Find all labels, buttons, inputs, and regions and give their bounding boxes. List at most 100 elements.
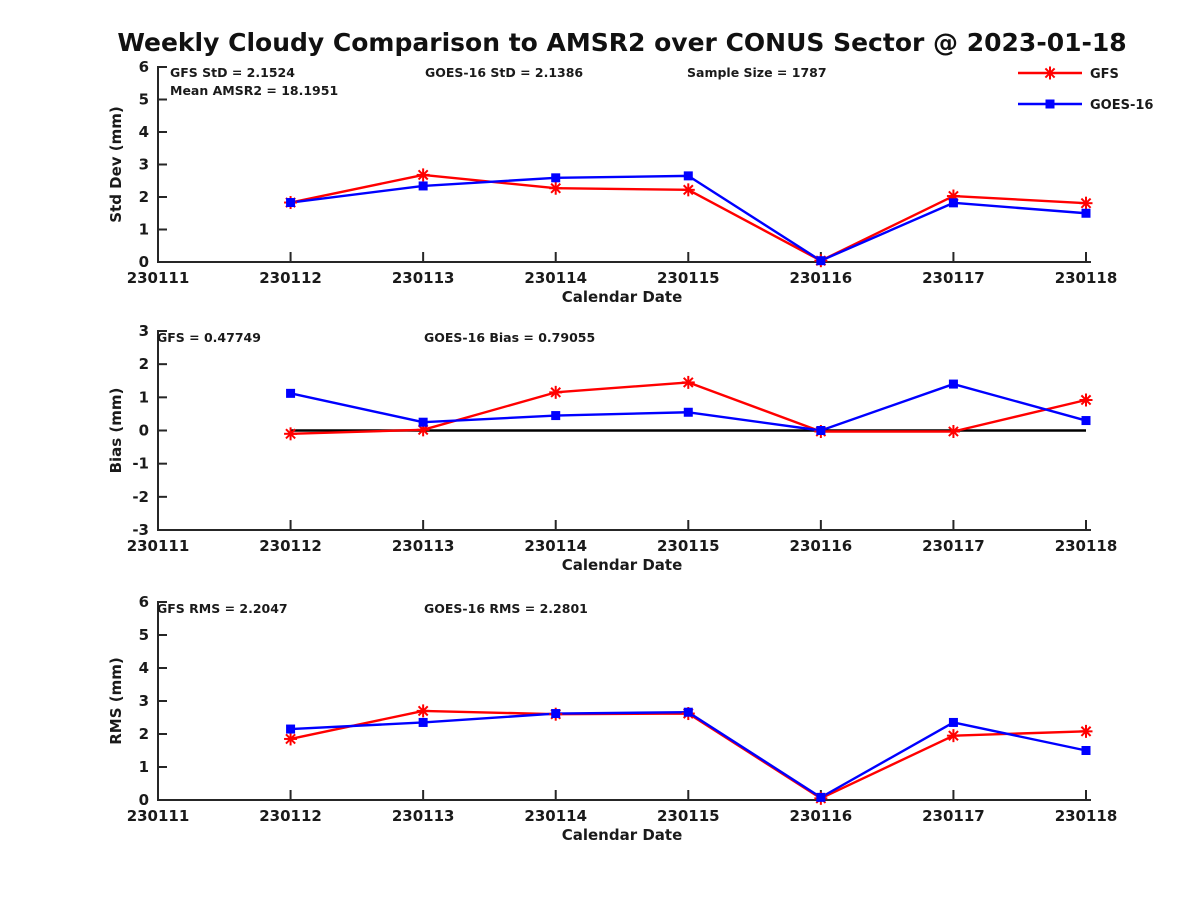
y-tick-label: 5 bbox=[139, 626, 149, 644]
gfs-marker bbox=[1079, 196, 1093, 210]
goes-16-marker bbox=[683, 407, 693, 417]
y-tick-label: 0 bbox=[139, 422, 149, 440]
x-tick-label: 230114 bbox=[524, 537, 587, 555]
gfs-marker bbox=[416, 168, 430, 182]
y-tick-label: 4 bbox=[139, 123, 149, 141]
y-tick-label: 3 bbox=[139, 322, 149, 340]
y-axis-title: RMS (mm) bbox=[107, 657, 125, 744]
x-axis-title: Calendar Date bbox=[562, 556, 683, 574]
x-tick-label: 230112 bbox=[259, 807, 322, 825]
y-axis-title: Bias (mm) bbox=[107, 388, 125, 474]
y-tick-label: 5 bbox=[139, 91, 149, 109]
x-tick-label: 230118 bbox=[1055, 537, 1118, 555]
goes-16-marker bbox=[1081, 416, 1091, 426]
x-axis-title: Calendar Date bbox=[562, 288, 683, 306]
chart-title: Weekly Cloudy Comparison to AMSR2 over C… bbox=[117, 28, 1127, 57]
stat-annotation: Mean AMSR2 = 18.1951 bbox=[170, 83, 338, 98]
gfs-marker bbox=[284, 732, 298, 746]
y-tick-label: -3 bbox=[132, 521, 149, 539]
x-tick-label: 230116 bbox=[790, 269, 853, 287]
goes-16-marker bbox=[948, 379, 958, 389]
y-tick-label: 4 bbox=[139, 659, 149, 677]
x-tick-label: 230117 bbox=[922, 537, 985, 555]
x-tick-label: 230117 bbox=[922, 269, 985, 287]
x-tick-label: 230116 bbox=[790, 807, 853, 825]
x-tick-label: 230118 bbox=[1055, 807, 1118, 825]
x-tick-label: 230117 bbox=[922, 807, 985, 825]
goes-16-marker bbox=[551, 709, 561, 719]
gfs-marker bbox=[549, 385, 563, 399]
stat-annotation: GFS RMS = 2.2047 bbox=[157, 601, 288, 616]
stat-annotation: GOES-16 StD = 2.1386 bbox=[425, 65, 583, 80]
y-tick-label: -1 bbox=[132, 455, 149, 473]
y-tick-label: 0 bbox=[139, 253, 149, 271]
goes-16-marker bbox=[683, 171, 693, 181]
goes-16-marker bbox=[948, 198, 958, 208]
y-tick-label: 3 bbox=[139, 156, 149, 174]
axes bbox=[157, 601, 1091, 801]
y-axis-title: Std Dev (mm) bbox=[107, 106, 125, 223]
goes-16-marker bbox=[948, 717, 958, 727]
x-tick-label: 230115 bbox=[657, 537, 720, 555]
gfs-marker bbox=[681, 375, 695, 389]
y-tick-label: -2 bbox=[132, 488, 149, 506]
stat-annotation: GFS StD = 2.1524 bbox=[170, 65, 295, 80]
goes-16-legend-marker bbox=[1045, 99, 1055, 109]
y-tick-label: 2 bbox=[139, 355, 149, 373]
x-tick-label: 230113 bbox=[392, 807, 455, 825]
goes-16-marker bbox=[418, 717, 428, 727]
y-tick-label: 6 bbox=[139, 58, 149, 76]
legend-item-gfs: GFS bbox=[1018, 66, 1119, 82]
x-tick-label: 230115 bbox=[657, 269, 720, 287]
goes-16-marker bbox=[1081, 746, 1091, 755]
x-tick-label: 230111 bbox=[127, 269, 190, 287]
y-tick-label: 0 bbox=[139, 791, 149, 809]
legend-label: GOES-16 bbox=[1090, 98, 1153, 113]
legend-label: GFS bbox=[1090, 67, 1119, 82]
gfs-marker bbox=[946, 424, 960, 438]
subplot-bias: -3 -2 -1 0 1 2 3 230111 230112 230113 230114 230115… bbox=[107, 322, 1117, 574]
x-tick-label: 230113 bbox=[392, 269, 455, 287]
goes-16-marker bbox=[418, 417, 428, 427]
goes-16-marker bbox=[551, 173, 561, 183]
x-tick-label: 230112 bbox=[259, 537, 322, 555]
stat-annotation: Sample Size = 1787 bbox=[687, 65, 827, 80]
x-tick-label: 230116 bbox=[790, 537, 853, 555]
x-axis-title: Calendar Date bbox=[562, 826, 683, 844]
x-tick-label: 230113 bbox=[392, 537, 455, 555]
axes bbox=[157, 66, 1091, 263]
goes-16-marker bbox=[816, 426, 826, 435]
x-tick-label: 230118 bbox=[1055, 269, 1118, 287]
goes-16-marker bbox=[816, 792, 826, 802]
gfs-marker bbox=[946, 729, 960, 743]
stat-annotation: GOES-16 RMS = 2.2801 bbox=[424, 601, 588, 616]
subplot-std: 0 1 2 3 4 5 6 230111 230112 230113 230114 230115 230… bbox=[107, 58, 1153, 306]
y-tick-label: 1 bbox=[139, 758, 149, 776]
stat-annotation: GOES-16 Bias = 0.79055 bbox=[424, 330, 595, 345]
gfs-marker bbox=[549, 181, 563, 195]
legend: GFS GOES-16 bbox=[1018, 66, 1153, 113]
y-tick-label: 1 bbox=[139, 221, 149, 239]
y-tick-label: 6 bbox=[139, 593, 149, 611]
y-tick-label: 2 bbox=[139, 725, 149, 743]
goes-16-marker bbox=[816, 256, 826, 266]
x-tick-label: 230114 bbox=[524, 807, 587, 825]
goes-16-line bbox=[290, 382, 1087, 432]
axes bbox=[157, 330, 1091, 531]
gfs-legend-marker bbox=[1043, 66, 1057, 80]
x-tick-label: 230114 bbox=[524, 269, 587, 287]
y-tick-label: 3 bbox=[139, 692, 149, 710]
gfs-marker bbox=[1079, 393, 1093, 407]
goes-16-marker bbox=[683, 707, 693, 717]
gfs-marker bbox=[681, 183, 695, 197]
x-tick-label: 230115 bbox=[657, 807, 720, 825]
goes-16-marker bbox=[551, 411, 561, 421]
goes-16-line bbox=[290, 711, 1087, 799]
legend-item-goes-16: GOES-16 bbox=[1018, 98, 1153, 113]
y-tick-label: 2 bbox=[139, 188, 149, 206]
gfs-marker bbox=[1079, 724, 1093, 738]
stat-annotation: GFS = 0.47749 bbox=[157, 330, 261, 345]
goes-16-marker bbox=[418, 181, 428, 191]
